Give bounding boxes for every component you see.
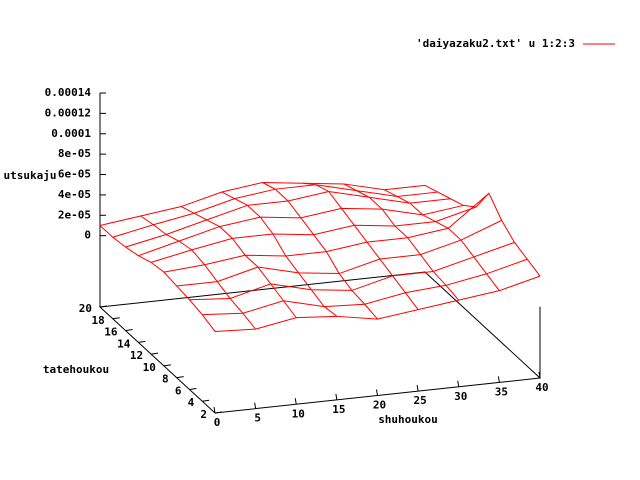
mesh-line [181, 206, 297, 318]
legend-label: 'daiyazaku2.txt' u 1:2:3 [416, 37, 575, 50]
mesh-line [176, 219, 502, 287]
z-tick-label: 0.00014 [45, 86, 92, 99]
y-tick [151, 352, 159, 355]
x-tick-label: 30 [454, 390, 467, 403]
y-tick-label: 20 [79, 302, 92, 315]
mesh-line [384, 189, 500, 291]
z-tick-label: 0.0001 [51, 127, 91, 140]
x-tick-label: 35 [495, 385, 508, 398]
x-axis-label: shuhoukou [378, 413, 438, 426]
z-tick-label: 0.00012 [45, 106, 91, 119]
y-tick [163, 364, 171, 367]
y-tick [125, 329, 133, 332]
mesh-line [262, 182, 378, 320]
z-tick-label: 0 [84, 229, 91, 242]
x-tick [457, 380, 460, 387]
x-tick [294, 398, 297, 405]
y-tick [99, 305, 108, 308]
y-tick-label: 12 [130, 349, 143, 362]
x-tick [335, 393, 338, 400]
x-tick-label: 20 [373, 399, 386, 412]
x-tick-label: 40 [535, 381, 548, 394]
y-tick-label: 10 [143, 361, 156, 374]
z-tick-label: 6e-05 [58, 168, 91, 181]
x-tick-label: 15 [332, 403, 345, 416]
mesh-line [214, 275, 541, 332]
mesh-line [140, 215, 257, 330]
y-tick-label: 18 [92, 314, 105, 327]
x-tick [497, 376, 500, 383]
x-tick-label: 10 [292, 407, 305, 420]
y-tick [112, 317, 120, 320]
mesh-line [221, 191, 338, 317]
z-tick-label: 8e-05 [58, 147, 91, 160]
x-tick [416, 385, 419, 392]
mesh-line [424, 184, 541, 277]
y-tick-label: 16 [104, 326, 118, 339]
x-tick-label: 25 [414, 394, 427, 407]
x-tick [213, 406, 216, 414]
y-tick [176, 376, 184, 379]
y-tick [138, 340, 146, 343]
mesh-line [202, 258, 528, 316]
y-tick-label: 2 [200, 408, 207, 421]
x-tick [376, 389, 378, 396]
mesh-line [343, 183, 460, 301]
base-frame [98, 271, 542, 414]
x-tick [254, 402, 257, 409]
z-tick-label: 2e-05 [58, 208, 91, 221]
x-tick-label: 5 [254, 412, 261, 425]
y-tick [214, 411, 223, 414]
y-tick [189, 387, 197, 390]
x-tick-label: 0 [214, 416, 221, 429]
y-axis-label: tatehoukou [43, 363, 109, 376]
z-axis-label: utsukaju [4, 169, 57, 182]
y-tick-label: 8 [162, 373, 169, 386]
x-tick [538, 371, 541, 379]
y-tick-label: 4 [188, 396, 195, 409]
mesh-line [303, 182, 419, 310]
z-tick-label: 4e-05 [58, 188, 91, 201]
mesh-line [99, 225, 216, 332]
y-tick-label: 6 [175, 384, 182, 397]
mesh-line [163, 192, 490, 273]
y-tick-label: 14 [117, 337, 131, 350]
mesh-line [138, 204, 464, 257]
y-tick [202, 399, 210, 402]
